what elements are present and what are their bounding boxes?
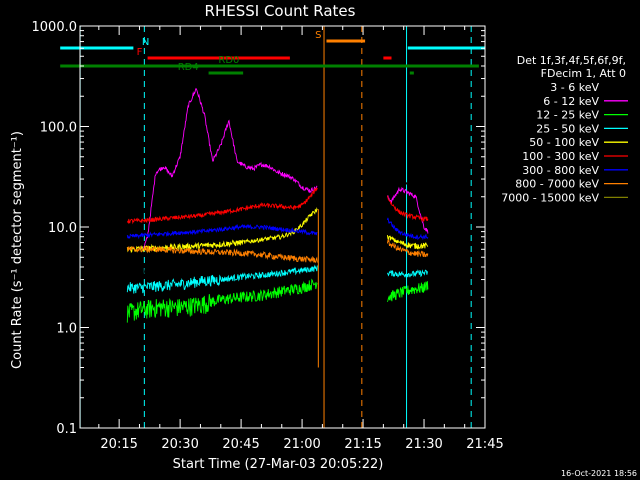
- series-line-5-b: [386, 195, 429, 223]
- series-line-3-a: [126, 264, 318, 294]
- series-line-0-b: [387, 170, 429, 364]
- legend-entry-label: 300 - 800 keV: [522, 164, 599, 177]
- y-tick-label: 1000.0: [32, 20, 78, 35]
- legend-entry-label: 3 - 6 keV: [550, 81, 599, 94]
- legend-entry-label: 50 - 100 keV: [529, 136, 599, 149]
- flag-bar-label: N: [142, 37, 149, 48]
- legend-entry-label: 800 - 7000 keV: [515, 178, 599, 191]
- legend-entry-label: 12 - 25 keV: [536, 109, 599, 122]
- series-line-2-b: [386, 281, 429, 302]
- x-tick-label: 21:00: [283, 437, 320, 452]
- x-tick-label: 21:45: [466, 437, 503, 452]
- x-tick-label: 20:45: [222, 437, 259, 452]
- series-line-1-a: [143, 87, 318, 250]
- chart-title: RHESSI Count Rates: [205, 2, 356, 20]
- legend-entry-label: 7000 - 15000 keV: [501, 191, 599, 204]
- flag-bar-label: RD4: [178, 62, 199, 73]
- legend-entry-label: 6 - 12 keV: [543, 95, 599, 108]
- footer-timestamp: 16-Oct-2021 18:56: [561, 469, 637, 478]
- series-line-7-a: [126, 245, 318, 264]
- series-line-7-b: [386, 238, 429, 258]
- series-line-1-b: [386, 186, 429, 234]
- y-tick-label: 10.0: [48, 221, 77, 236]
- flag-bar-label: F: [137, 47, 143, 58]
- legend-header-line: Det 1f,3f,4f,5f,6f,9f,: [517, 54, 626, 67]
- legend-entry-label: 100 - 300 keV: [522, 150, 599, 163]
- legend-entry-label: 25 - 50 keV: [536, 122, 599, 135]
- plot-area: NF S RD0 RD4 0.1 1.0 10.0 100.0 1000.0 20:15 20:30…: [32, 20, 504, 452]
- series-line-0-a: [126, 84, 318, 330]
- x-axis-label: Start Time (27-Mar-03 20:05:22): [173, 457, 384, 472]
- x-tick-label: 20:15: [100, 437, 137, 452]
- series-line-5-a: [126, 187, 318, 225]
- flag-bar-label: RD0: [218, 55, 239, 66]
- y-tick-label: 100.0: [40, 121, 77, 136]
- legend-header-line: FDecim 1, Att 0: [541, 67, 626, 80]
- y-tick-label: 1.0: [56, 322, 77, 337]
- x-tick-label: 20:30: [161, 437, 198, 452]
- y-tick-label: 0.1: [56, 422, 77, 437]
- x-tick-label: 21:15: [344, 437, 381, 452]
- legend: Det 1f,3f,4f,5f,6f,9f,FDecim 1, Att 03 -…: [501, 54, 628, 204]
- series-line-4-b: [386, 235, 429, 250]
- series-line-6-a: [126, 223, 318, 240]
- x-tick-label: 21:30: [405, 437, 442, 452]
- series-line-2-a: [126, 278, 318, 323]
- flag-bar-label: S: [315, 30, 321, 41]
- y-axis-label: Count Rate (s⁻¹ detector segment⁻¹): [10, 131, 25, 369]
- series-line-3-b: [387, 269, 428, 278]
- series-line-6-b: [386, 217, 429, 241]
